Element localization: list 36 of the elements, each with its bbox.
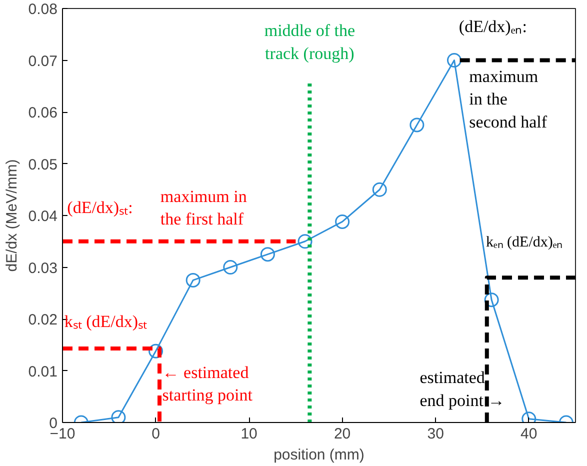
annotation: estimated end point →	[420, 368, 505, 410]
point	[223, 260, 238, 274]
y-tick-label: 0.07	[28, 52, 58, 70]
y-tick-label: 0.08	[28, 1, 58, 18]
y-tick-label: 0	[49, 415, 58, 432]
y-axis-title: dE/dx (MeV/mm)	[3, 159, 20, 272]
annotation: ← estimated starting point	[162, 362, 253, 405]
x-tick-label: 30	[427, 426, 444, 442]
y-tick-label: 0.04	[28, 208, 58, 225]
point	[410, 118, 424, 132]
annotation: maximum in the second half	[469, 66, 548, 132]
point	[298, 234, 312, 249]
annotation: (dE/dx)ₛₜ:	[67, 198, 133, 218]
annotation: (dE/dx)ₑₙ:	[458, 17, 527, 36]
y-tick-label: 0.02	[28, 312, 58, 328]
point	[484, 292, 499, 308]
x-tick-label: 0	[152, 426, 160, 442]
x-tick-label: 20	[334, 426, 351, 442]
annotation: kₛₜ (dE/dx)ₛₜ	[64, 312, 148, 332]
x-axis-title: position (mm)	[274, 446, 364, 464]
point	[148, 344, 164, 358]
y-tick-label: 0.03	[28, 260, 58, 277]
y-tick-label: 0.06	[28, 104, 58, 122]
point	[372, 182, 387, 197]
point	[260, 247, 275, 262]
point	[335, 214, 350, 229]
annotation: middle of the track (rough)	[264, 21, 356, 64]
y-tick-label: 0.01	[28, 363, 58, 380]
y-tick-label: 0.05	[28, 156, 58, 174]
point	[186, 272, 200, 288]
point	[446, 53, 462, 68]
x-tick-label: 40	[520, 426, 538, 442]
point	[111, 410, 126, 422]
annotation: kₑₙ (dE/dx)ₑₙ	[486, 234, 563, 250]
annotation: maximum in the first half	[160, 186, 248, 229]
x-tick-label: 10	[240, 426, 258, 442]
